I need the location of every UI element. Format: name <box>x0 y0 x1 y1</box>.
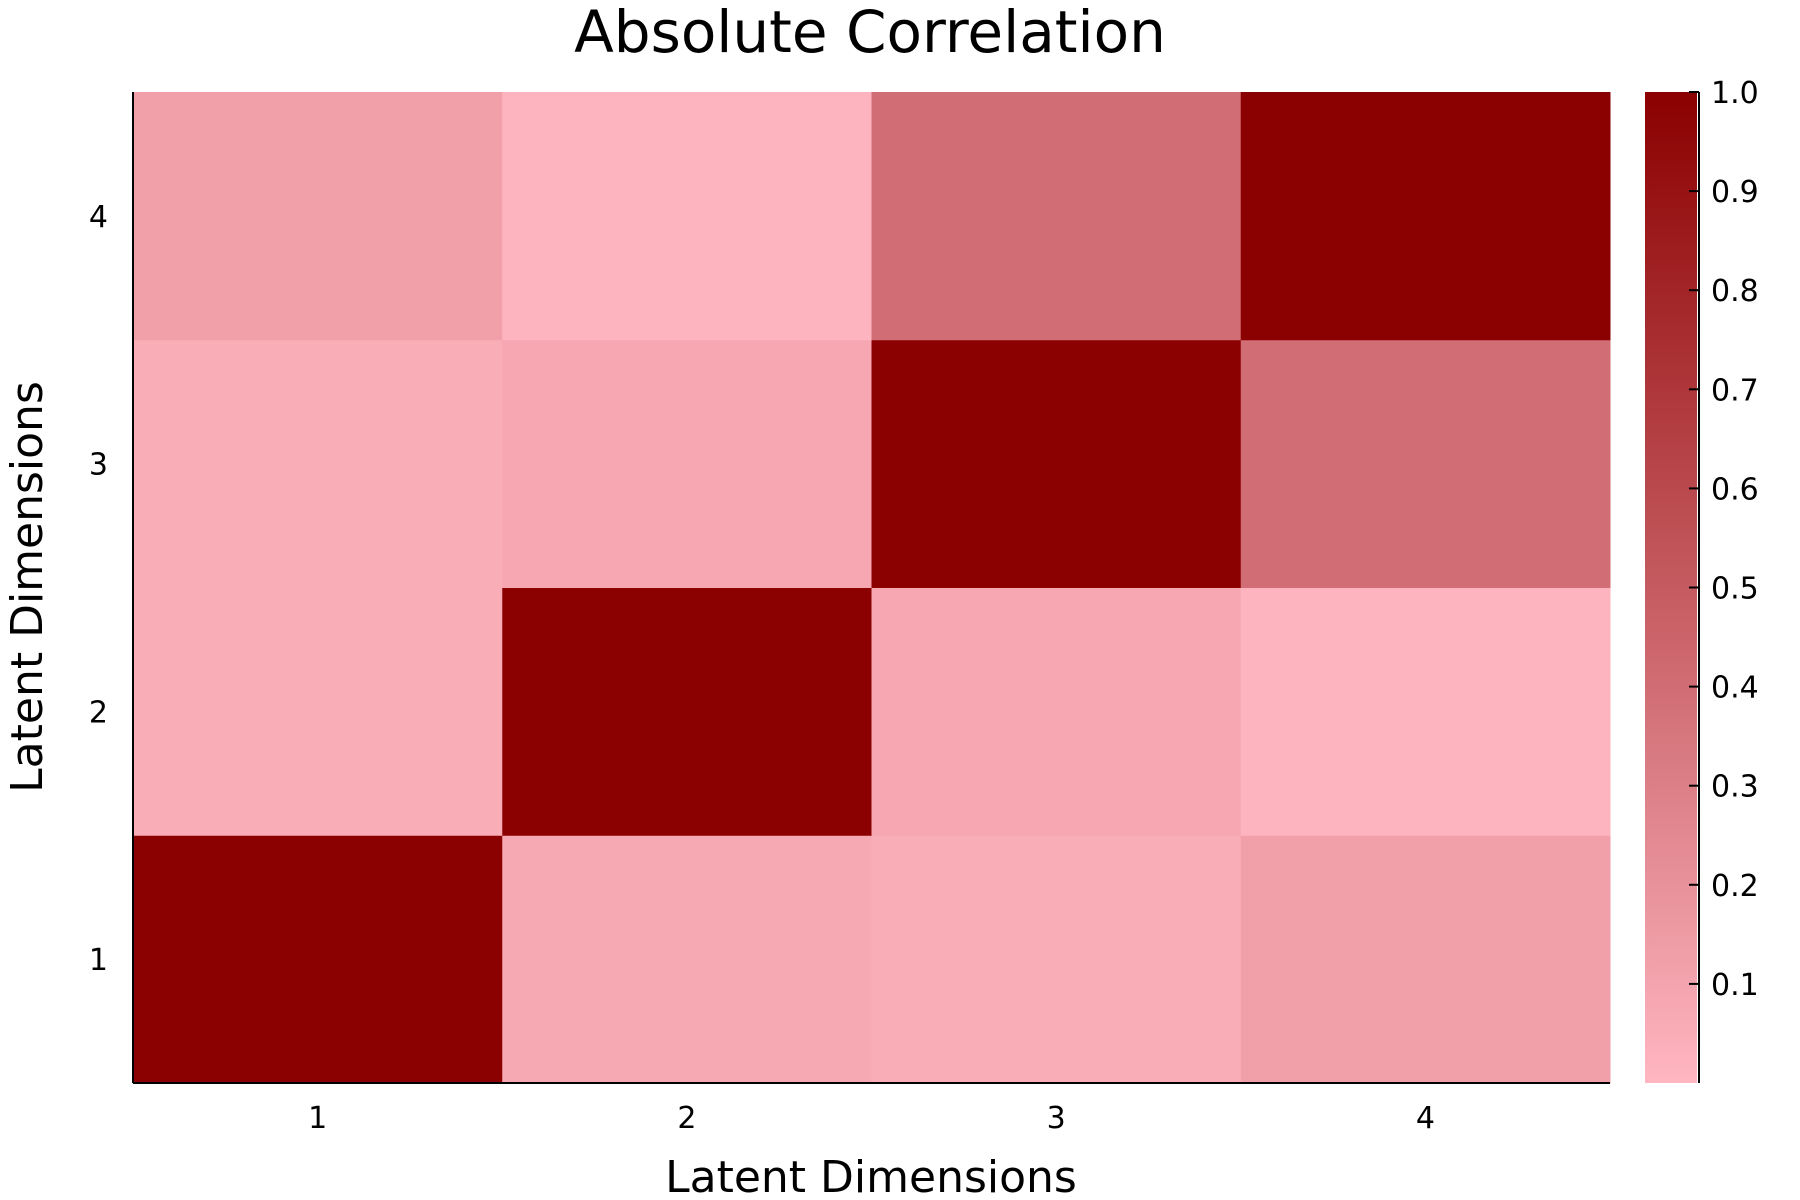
colorbar-tick-label: 0.5 <box>1711 572 1759 607</box>
heatmap-cell-4-2 <box>502 92 872 341</box>
heatmap-cell-1-4 <box>1240 835 1611 1084</box>
heatmap-cell-1-2 <box>502 835 872 1084</box>
colorbar-tick-label: 0.4 <box>1711 671 1759 706</box>
heatmap-cell-4-4 <box>1240 92 1611 341</box>
colorbar-tick-label: 1.0 <box>1711 76 1759 111</box>
x-tick-label: 4 <box>1416 1101 1435 1136</box>
chart-title: Absolute Correlation <box>574 0 1166 66</box>
y-tick-label: 1 <box>89 943 108 978</box>
heatmap-cell-2-1 <box>133 587 503 836</box>
colorbar-ticks: 0.1 0.2 0.3 0.4 0.5 0.6 0.7 0.8 0.9 1.0 <box>1689 76 1759 1003</box>
y-tick-labels: 1 2 3 4 <box>89 200 108 978</box>
y-tick-label: 2 <box>89 695 108 730</box>
x-tick-labels: 1 2 3 4 <box>308 1101 1435 1136</box>
x-tick-label: 3 <box>1047 1101 1066 1136</box>
heatmap-cell-1-3 <box>871 835 1242 1084</box>
colorbar-tick-label: 0.2 <box>1711 869 1759 904</box>
heatmap-cell-4-3 <box>871 92 1242 341</box>
y-tick-label: 3 <box>89 448 108 483</box>
heatmap-cell-3-2 <box>502 339 872 588</box>
x-tick-label: 2 <box>677 1101 696 1136</box>
colorbar <box>1645 92 1697 1083</box>
colorbar-tick-label: 0.3 <box>1711 770 1759 805</box>
colorbar-tick-label: 0.9 <box>1711 175 1759 210</box>
colorbar-tick-label: 0.1 <box>1711 968 1759 1003</box>
heatmap-cell-2-2 <box>502 587 872 836</box>
heatmap-cell-2-4 <box>1240 587 1611 836</box>
heatmap-cell-1-1 <box>133 835 503 1084</box>
colorbar-tick-label: 0.8 <box>1711 274 1759 309</box>
heatmap-cell-2-3 <box>871 587 1242 836</box>
heatmap-cell-3-4 <box>1240 339 1611 588</box>
x-tick-label: 1 <box>308 1101 327 1136</box>
heatmap-cell-4-1 <box>133 92 503 341</box>
y-axis-label: Latent Dimensions <box>2 381 53 793</box>
colorbar-tick-label: 0.6 <box>1711 472 1759 507</box>
heatmap-cell-3-1 <box>133 339 503 588</box>
colorbar-tick-label: 0.7 <box>1711 373 1759 408</box>
x-axis-label: Latent Dimensions <box>665 1152 1077 1200</box>
heatmap-cells <box>133 92 1611 1084</box>
heatmap-cell-3-3 <box>871 339 1242 588</box>
y-tick-label: 4 <box>89 200 108 235</box>
